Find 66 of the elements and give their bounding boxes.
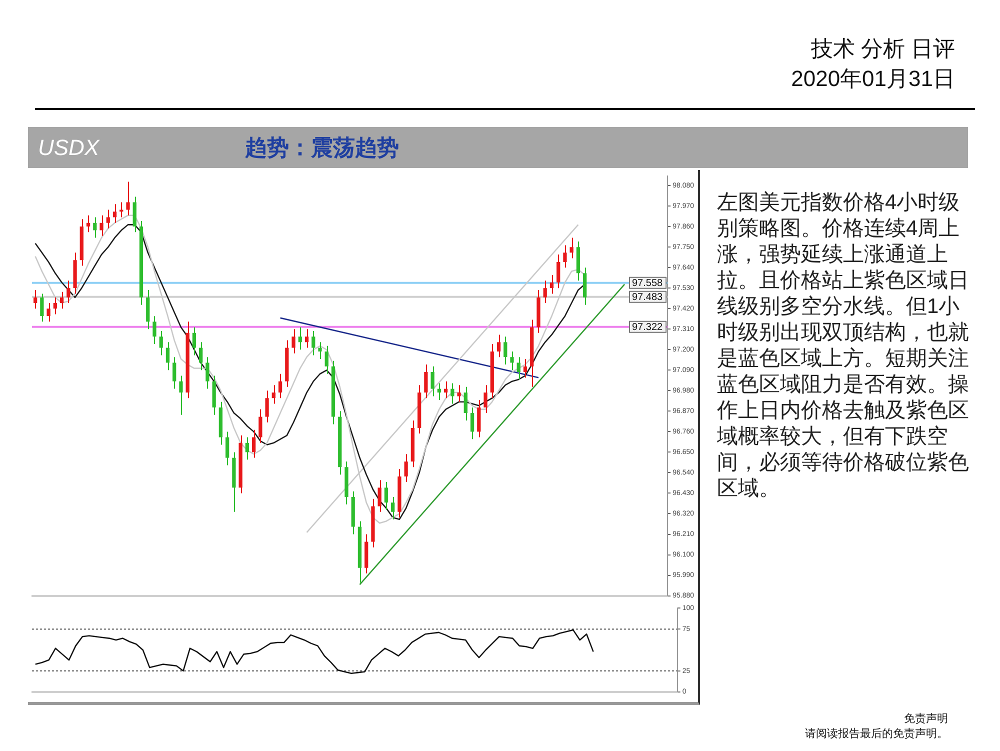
candlestick xyxy=(430,366,434,397)
candlestick xyxy=(172,356,176,390)
candlestick xyxy=(159,330,163,356)
candlestick xyxy=(543,280,547,304)
candlestick xyxy=(437,382,441,400)
candlestick xyxy=(112,204,117,224)
candlestick xyxy=(424,364,428,399)
ref-line-label: 97.558 xyxy=(632,278,664,290)
candlestick xyxy=(391,496,395,520)
candlestick xyxy=(324,345,328,374)
candlestick xyxy=(40,293,44,322)
candlestick xyxy=(66,280,70,304)
candlestick xyxy=(563,244,567,268)
text: 请阅读报告最后的免责声明。 xyxy=(805,727,948,742)
candlestick xyxy=(550,274,554,294)
candlestick xyxy=(46,302,50,322)
candlestick xyxy=(33,289,38,310)
candlestick xyxy=(384,482,388,511)
text: 免责声明 xyxy=(903,712,948,727)
candlestick xyxy=(318,342,322,360)
text: 左图美元指数价格4小时级别策略图。价格连续4周上涨，强势延续上涨通道上拉。且价格站上紫色区域日线级别多空分水线。但1小时级别出现双顶结构，也就是蓝色区域上方。短期关注蓝色区域阻力是否有效。操作上日内价格去触及紫色区域概率较大，但有下跌空间，必须等待价格破位紫色区域。 xyxy=(717,191,969,500)
candlestick xyxy=(496,334,501,358)
candlestick xyxy=(298,326,302,350)
candlestick xyxy=(225,431,230,466)
chart-title: USDX xyxy=(38,135,100,161)
candlestick xyxy=(304,328,309,348)
candlestick xyxy=(278,373,282,399)
candlestick xyxy=(470,406,474,440)
candlestick xyxy=(252,429,256,458)
candlestick xyxy=(464,386,468,421)
candlestick xyxy=(404,454,408,483)
candlestick xyxy=(179,375,183,416)
candlestick xyxy=(86,214,90,233)
candlestick xyxy=(166,342,170,371)
candlestick xyxy=(93,216,97,238)
candlestick xyxy=(523,358,528,378)
text: 2020年01月31日 xyxy=(791,65,955,93)
candlestick xyxy=(245,436,249,460)
candlestick xyxy=(444,380,448,399)
candlestick xyxy=(106,209,110,229)
candlestick xyxy=(457,384,461,402)
candlestick xyxy=(570,237,574,259)
candlestick xyxy=(126,181,130,216)
candlestick xyxy=(199,342,203,371)
ref-line-label: 97.483 xyxy=(632,292,664,304)
candlestick xyxy=(510,351,514,371)
ref-line-label: 97.322 xyxy=(632,322,664,334)
candlestick xyxy=(60,291,64,310)
candlestick xyxy=(100,214,104,236)
candlestick xyxy=(504,336,508,366)
candlestick xyxy=(192,326,196,356)
candlestick xyxy=(206,356,210,390)
candlestick xyxy=(450,382,454,404)
candlestick xyxy=(265,390,269,423)
candlestick xyxy=(556,254,560,289)
candlestick xyxy=(258,408,262,444)
candlestick xyxy=(53,296,57,315)
candlestick xyxy=(312,330,316,356)
candlestick xyxy=(484,384,488,414)
candlestick xyxy=(152,316,156,345)
candlestick xyxy=(272,384,276,404)
candlestick xyxy=(292,328,296,354)
candlestick xyxy=(516,356,520,380)
chart-subtitle: 趋势：震荡趋势 xyxy=(245,134,399,163)
text: 技术 分析 日评 xyxy=(810,35,955,63)
candlestick xyxy=(378,480,382,512)
